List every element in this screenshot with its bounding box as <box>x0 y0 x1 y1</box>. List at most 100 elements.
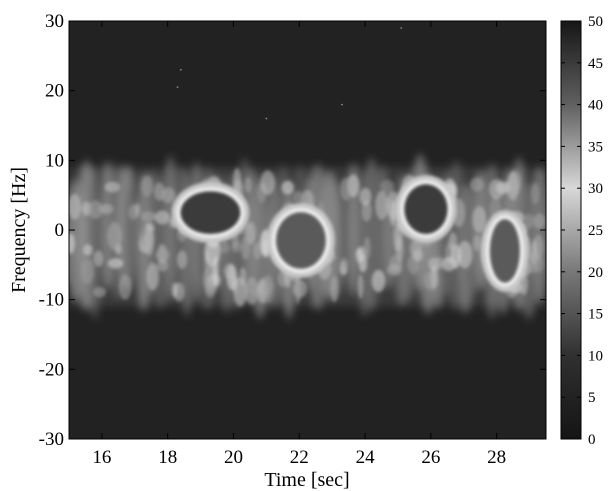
x-axis: 16 18 20 22 24 26 28 <box>92 21 506 468</box>
spectral-blob <box>530 182 540 205</box>
spectral-blob <box>232 167 242 196</box>
spectral-blob <box>523 213 535 229</box>
spectral-blob <box>144 228 155 256</box>
colorbar-tick-label: 5 <box>588 390 596 406</box>
x-tick-label: 16 <box>92 447 111 468</box>
y-tick-label: 20 <box>45 81 64 102</box>
spectral-blob <box>134 202 141 217</box>
noise-speck <box>176 86 179 89</box>
colorbar-tick-label: 30 <box>588 181 603 197</box>
colorbar-ticks: 0 5 10 15 20 25 30 35 40 45 50 <box>561 14 603 448</box>
spectral-blob <box>233 277 247 307</box>
region-core <box>404 184 448 234</box>
high-energy-region <box>266 203 335 278</box>
spectral-blob <box>107 221 123 251</box>
spectral-blob <box>361 200 372 222</box>
spectral-blob <box>504 181 511 194</box>
region-core <box>180 191 241 234</box>
spectral-blob <box>118 274 132 300</box>
spectral-blob <box>87 200 104 219</box>
spectral-blob <box>340 177 353 201</box>
y-tick-label: -30 <box>39 429 64 450</box>
spectral-blob <box>472 234 481 252</box>
colorbar-tick-label: 15 <box>588 307 603 323</box>
spectral-blob <box>154 210 170 225</box>
heatmap-layer <box>69 27 546 320</box>
noise-speck <box>265 117 268 120</box>
y-axis-label: Frequency [Hz] <box>8 167 30 293</box>
region-core <box>489 219 520 283</box>
spectral-blob <box>171 282 178 298</box>
spectral-blob <box>281 180 294 195</box>
colorbar-tick-label: 25 <box>588 223 603 239</box>
colorbar-tick-label: 40 <box>588 98 603 114</box>
spectral-blob <box>205 281 216 298</box>
spectral-blob <box>293 190 304 204</box>
spectral-blob <box>340 257 349 269</box>
spectral-blob <box>410 240 423 258</box>
colorbar-tick-label: 35 <box>588 139 603 155</box>
x-tick-label: 20 <box>224 447 243 468</box>
spectral-blob <box>330 275 339 303</box>
colorbar-tick-label: 50 <box>588 14 603 30</box>
spectral-blob <box>424 270 439 291</box>
noise-speck <box>400 27 403 29</box>
colorbar-tick-label: 45 <box>588 56 603 72</box>
y-tick-label: -20 <box>39 359 64 380</box>
y-tick-label: -10 <box>39 290 64 311</box>
spectral-blob <box>244 176 252 194</box>
spectral-blob <box>387 263 402 276</box>
spectral-blob <box>533 213 546 230</box>
spectral-blob <box>263 274 274 304</box>
colorbar-tick-label: 0 <box>588 432 596 448</box>
spectral-blob <box>107 258 124 269</box>
spectral-blob <box>155 248 170 263</box>
spectral-blob <box>212 256 219 286</box>
y-tick-label: 0 <box>55 220 65 241</box>
x-tick-label: 28 <box>487 447 506 468</box>
y-tick-label: 10 <box>45 150 64 171</box>
spectral-blob <box>245 277 259 305</box>
spectral-blob <box>359 187 372 206</box>
colorbar-tick-label: 10 <box>588 348 603 364</box>
spectral-blob <box>83 244 93 256</box>
region-core <box>275 212 326 269</box>
noise-speck <box>179 68 182 71</box>
spectral-blob <box>457 240 473 269</box>
x-tick-label: 18 <box>158 447 177 468</box>
noise-speck <box>341 103 343 106</box>
spectral-blob <box>433 256 444 270</box>
spectral-blob <box>355 248 364 263</box>
spectral-streak <box>124 185 139 290</box>
y-axis: -30 -20 -10 0 10 20 30 <box>39 11 546 450</box>
spectral-blob <box>260 170 276 196</box>
spectral-blob <box>525 261 539 273</box>
x-tick-label: 24 <box>356 447 376 468</box>
spectral-blob <box>93 286 107 298</box>
spectral-blob <box>253 242 262 260</box>
high-energy-region <box>395 175 457 243</box>
x-axis-label: Time [sec] <box>264 469 349 491</box>
spectral-blob <box>80 258 95 285</box>
spectral-blob <box>245 221 256 245</box>
spectral-blob <box>472 206 487 233</box>
spectral-blob <box>93 250 104 267</box>
spectral-blob <box>224 263 236 280</box>
high-energy-region <box>480 210 529 292</box>
colorbar-tick-label: 20 <box>588 265 603 281</box>
high-energy-region <box>171 182 250 243</box>
spectral-blob <box>176 250 188 269</box>
spectral-blob <box>489 179 505 200</box>
spectral-blob <box>69 233 75 254</box>
spectral-blob <box>161 187 176 204</box>
spectral-blob <box>375 190 389 220</box>
spectral-blob <box>146 262 159 291</box>
x-tick-label: 22 <box>290 447 309 468</box>
spectral-blob <box>104 181 121 193</box>
x-tick-label: 26 <box>421 447 440 468</box>
spectral-blob <box>140 211 157 222</box>
y-tick-label: 30 <box>45 11 64 32</box>
spectral-blob <box>448 232 458 251</box>
spectral-blob <box>371 269 386 293</box>
